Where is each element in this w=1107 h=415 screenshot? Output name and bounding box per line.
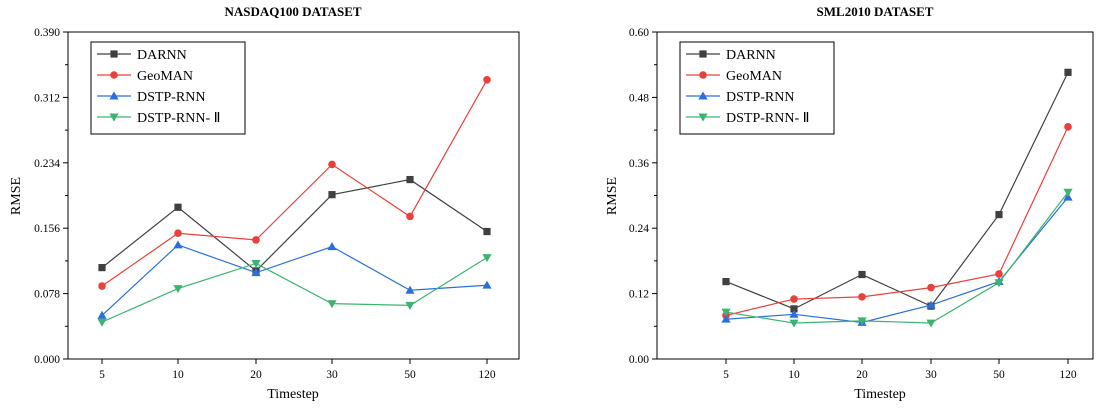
data-point	[995, 210, 1003, 219]
data-point	[97, 318, 107, 327]
series-line-1	[725, 72, 1069, 310]
x-tick-label: 20	[250, 369, 262, 381]
y-tick-label: 0.00	[629, 354, 649, 366]
legend-label: DARNN	[137, 48, 187, 63]
series-line-1	[101, 178, 488, 272]
data-point	[789, 319, 799, 328]
legend-label: DSTP-RNN- Ⅱ	[726, 111, 810, 126]
legend-marker	[109, 91, 119, 100]
legend-marker	[109, 113, 119, 122]
y-axis-label: RMSE	[9, 177, 24, 215]
data-point	[483, 227, 491, 236]
series-line-4	[725, 191, 1069, 324]
x-tick-label: 20	[856, 369, 868, 381]
legend-label: DARNN	[726, 48, 776, 63]
data-point	[173, 285, 183, 294]
data-point	[482, 254, 492, 263]
series-line-2	[101, 79, 488, 287]
x-tick-label: 120	[478, 369, 496, 381]
data-point	[174, 229, 182, 238]
data-point	[857, 317, 867, 326]
chart-panel-nasdaq100: NASDAQ100 DATASET 0.000 0.078 0.156 0.234 0.3…	[9, 4, 520, 402]
x-tick-label: 50	[404, 369, 416, 381]
data-point	[789, 309, 799, 318]
data-point	[251, 268, 261, 277]
chart-title: SML2010 DATASET	[817, 4, 934, 19]
x-tick-label: 5	[723, 369, 729, 381]
legend-label: DSTP-RNN	[726, 90, 794, 105]
y-axis-label: RMSE	[605, 177, 620, 215]
legend-marker	[699, 50, 707, 58]
series-line-2	[725, 126, 1069, 316]
data-point	[327, 300, 337, 309]
data-point	[995, 270, 1003, 278]
series-line-3	[101, 244, 488, 316]
y-tick-label: 0.36	[629, 158, 649, 170]
data-point	[405, 301, 415, 310]
x-tick-label: 30	[925, 369, 937, 381]
data-point	[790, 295, 798, 303]
legend-label: DSTP-RNN	[137, 90, 205, 105]
y-tick-label: 0.12	[629, 289, 649, 301]
legend-marker	[698, 113, 708, 122]
data-point	[482, 280, 492, 289]
legend-label: GeoMAN	[726, 69, 782, 84]
data-point	[927, 283, 935, 292]
data-point	[926, 300, 936, 309]
y-tick-label: 0.078	[34, 289, 60, 301]
x-tick-label: 30	[326, 369, 338, 381]
y-tick-label: 0.48	[629, 92, 649, 104]
chart-panel-sml2010: SML2010 DATASET 0.00 0.12 0.24 0.36 0.48 0.60 5…	[605, 4, 1094, 402]
data-point	[327, 242, 337, 251]
data-point	[721, 314, 731, 323]
y-tick-label: 0.390	[34, 27, 60, 39]
data-point	[328, 191, 336, 199]
data-point	[405, 285, 415, 294]
y-tick-label: 0.156	[34, 223, 60, 235]
x-tick-label: 50	[993, 369, 1005, 381]
legend-label: GeoMAN	[137, 69, 193, 84]
data-point	[252, 236, 260, 244]
data-point	[483, 75, 491, 84]
legend-marker	[110, 50, 118, 58]
data-point	[98, 264, 106, 272]
x-tick-label: 10	[172, 369, 184, 381]
x-axis-label: Timestep	[267, 387, 319, 402]
y-tick-label: 0.24	[629, 223, 649, 235]
series-line-4	[101, 257, 488, 323]
data-point	[1064, 123, 1072, 131]
data-point	[98, 282, 106, 290]
data-point	[174, 203, 182, 211]
data-point	[1063, 188, 1073, 197]
data-point	[251, 259, 261, 269]
data-point	[926, 319, 936, 328]
y-tick-label: 0.60	[629, 27, 649, 39]
data-point	[173, 240, 183, 249]
x-tick-label: 120	[1059, 369, 1077, 381]
data-point	[328, 160, 336, 169]
data-point	[721, 308, 731, 317]
data-point	[858, 270, 866, 279]
legend-marker	[698, 91, 708, 100]
data-point	[406, 175, 414, 184]
x-tick-label: 5	[99, 369, 105, 381]
data-point	[858, 293, 866, 301]
y-tick-label: 0.000	[34, 354, 60, 366]
chart-title: NASDAQ100 DATASET	[224, 4, 361, 19]
data-point	[97, 310, 107, 319]
data-point	[406, 212, 414, 221]
y-tick-label: 0.312	[34, 92, 60, 104]
data-point	[994, 279, 1004, 288]
data-point	[1064, 68, 1072, 76]
x-axis-label: Timestep	[854, 387, 906, 402]
x-tick-label: 10	[788, 369, 800, 381]
data-point	[790, 305, 798, 313]
y-tick-label: 0.234	[34, 158, 60, 170]
legend-marker	[699, 71, 707, 79]
legend-marker	[110, 71, 118, 79]
data-point	[722, 278, 730, 286]
legend-label: DSTP-RNN- Ⅱ	[137, 111, 221, 126]
